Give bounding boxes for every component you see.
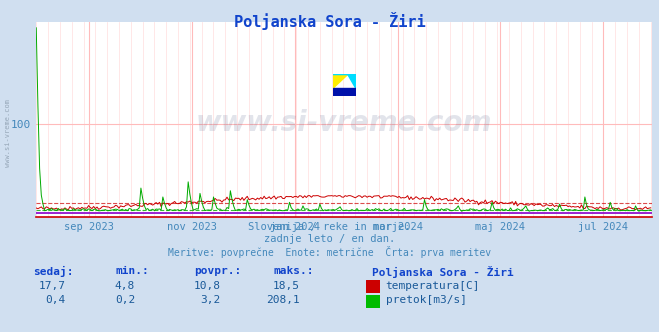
Text: maks.:: maks.:	[273, 266, 314, 276]
Text: sedaj:: sedaj:	[33, 266, 73, 277]
Text: 0,2: 0,2	[115, 295, 135, 305]
Text: 208,1: 208,1	[266, 295, 300, 305]
Text: Poljanska Sora - Žiri: Poljanska Sora - Žiri	[372, 266, 514, 278]
Text: Meritve: povprečne  Enote: metrične  Črta: prva meritev: Meritve: povprečne Enote: metrične Črta:…	[168, 246, 491, 258]
Text: pretok[m3/s]: pretok[m3/s]	[386, 295, 467, 305]
Text: www.si-vreme.com: www.si-vreme.com	[5, 99, 11, 167]
Text: min.:: min.:	[115, 266, 149, 276]
Text: www.si-vreme.com: www.si-vreme.com	[196, 110, 492, 137]
Text: 3,2: 3,2	[200, 295, 221, 305]
Text: temperatura[C]: temperatura[C]	[386, 281, 480, 290]
Text: 18,5: 18,5	[273, 281, 300, 290]
Text: Poljanska Sora - Žiri: Poljanska Sora - Žiri	[234, 12, 425, 30]
Text: Slovenija / reke in morje.: Slovenija / reke in morje.	[248, 222, 411, 232]
Text: 10,8: 10,8	[194, 281, 221, 290]
Text: zadnje leto / en dan.: zadnje leto / en dan.	[264, 234, 395, 244]
Text: 0,4: 0,4	[45, 295, 66, 305]
Text: 17,7: 17,7	[39, 281, 66, 290]
Polygon shape	[333, 88, 356, 96]
Polygon shape	[333, 74, 356, 88]
Polygon shape	[333, 74, 348, 96]
Text: povpr.:: povpr.:	[194, 266, 242, 276]
Text: 4,8: 4,8	[115, 281, 135, 290]
